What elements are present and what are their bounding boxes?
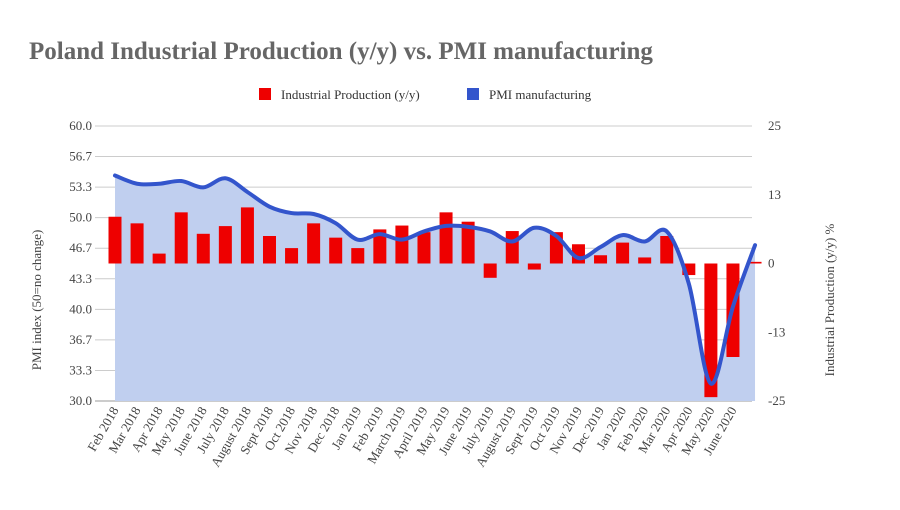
left-tick-label: 53.3 [69, 179, 92, 194]
right-tick-label: -13 [768, 324, 785, 339]
ip-bar [682, 263, 696, 276]
ip-bar [527, 263, 541, 270]
right-tick-label: 0 [768, 256, 775, 271]
ip-bar [483, 263, 497, 278]
ip-bar [395, 225, 409, 264]
ip-bar [152, 253, 166, 264]
ip-bar [748, 261, 762, 264]
right-tick-label: -25 [768, 393, 785, 408]
right-tick-label: 13 [768, 187, 781, 202]
left-tick-label: 40.0 [69, 301, 92, 316]
ip-bar [660, 236, 674, 264]
left-tick-label: 36.7 [69, 332, 92, 347]
ip-bar [439, 212, 453, 264]
ip-bar [285, 248, 299, 264]
legend-label-pmi[interactable]: PMI manufacturing [489, 87, 592, 102]
left-tick-label: 46.7 [69, 240, 92, 255]
ip-bar [174, 212, 188, 264]
ip-bar [262, 236, 276, 264]
legend-label-ip[interactable]: Industrial Production (y/y) [281, 87, 420, 102]
ip-bar [329, 237, 343, 264]
ip-bar [351, 248, 365, 264]
right-axis-title: Industrial Production (y/y) % [822, 223, 837, 376]
ip-bar [373, 229, 387, 264]
left-tick-label: 50.0 [69, 210, 92, 225]
ip-bar [594, 255, 608, 264]
left-tick-label: 56.7 [69, 149, 92, 164]
ip-bar [130, 223, 144, 264]
ip-bar [240, 207, 254, 264]
ip-bar [417, 232, 431, 264]
left-tick-label: 43.3 [69, 271, 92, 286]
ip-bar [307, 223, 321, 264]
right-tick-label: 25 [768, 118, 781, 133]
legend-swatch-ip [259, 88, 271, 100]
ip-bar [616, 242, 630, 264]
ip-bar [196, 233, 210, 264]
chart-title: Poland Industrial Production (y/y) vs. P… [29, 38, 653, 65]
ip-bar [505, 231, 519, 264]
left-axis-title: PMI index (50=no change) [29, 230, 44, 371]
ip-bar [461, 221, 475, 264]
ip-bar [108, 216, 122, 264]
left-tick-label: 60.0 [69, 118, 92, 133]
legend-swatch-pmi [467, 88, 479, 100]
ip-bar [638, 257, 652, 264]
ip-bar [218, 226, 232, 264]
left-tick-label: 30.0 [69, 393, 92, 408]
pmi-area [115, 175, 756, 401]
left-tick-label: 33.3 [69, 362, 92, 377]
ip-bar [704, 263, 718, 398]
